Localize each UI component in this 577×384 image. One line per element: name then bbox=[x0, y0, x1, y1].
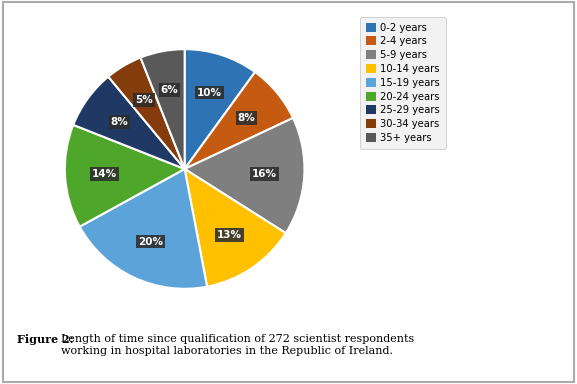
Wedge shape bbox=[185, 118, 305, 233]
Wedge shape bbox=[80, 169, 207, 289]
Wedge shape bbox=[65, 125, 185, 227]
Wedge shape bbox=[73, 77, 185, 169]
Text: 13%: 13% bbox=[218, 230, 242, 240]
Wedge shape bbox=[108, 58, 185, 169]
Wedge shape bbox=[141, 49, 185, 169]
Legend: 0-2 years, 2-4 years, 5-9 years, 10-14 years, 15-19 years, 20-24 years, 25-29 ye: 0-2 years, 2-4 years, 5-9 years, 10-14 y… bbox=[360, 17, 445, 149]
Text: 16%: 16% bbox=[252, 169, 278, 179]
Text: Figure 2:: Figure 2: bbox=[17, 334, 78, 345]
Ellipse shape bbox=[53, 37, 317, 301]
Text: 10%: 10% bbox=[197, 88, 222, 98]
Text: 14%: 14% bbox=[92, 169, 117, 179]
Wedge shape bbox=[185, 169, 286, 286]
Text: 6%: 6% bbox=[161, 85, 178, 95]
Text: 8%: 8% bbox=[111, 117, 129, 127]
Ellipse shape bbox=[65, 50, 304, 288]
Text: 8%: 8% bbox=[238, 113, 256, 123]
Text: 5%: 5% bbox=[135, 95, 153, 105]
Text: 20%: 20% bbox=[138, 237, 163, 247]
Text: Length of time since qualification of 272 scientist respondents
working in hospi: Length of time since qualification of 27… bbox=[61, 334, 414, 356]
Wedge shape bbox=[185, 49, 255, 169]
Ellipse shape bbox=[78, 62, 291, 276]
Wedge shape bbox=[185, 72, 293, 169]
